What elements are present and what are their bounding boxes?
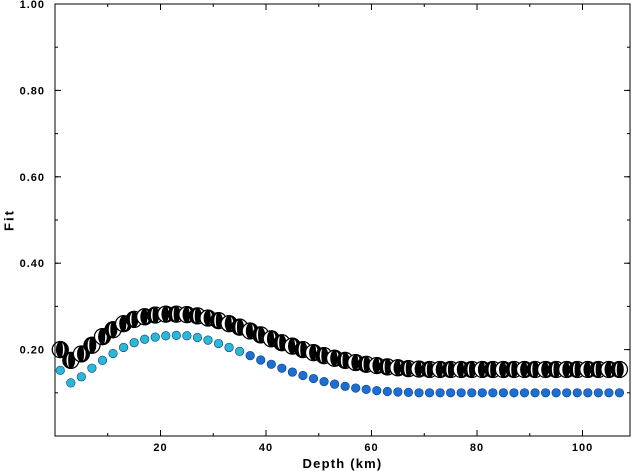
fit-dot <box>224 342 234 353</box>
x-axis-ticks: 20 40 60 80 100 <box>107 4 593 454</box>
fit-dot <box>87 363 97 373</box>
x-tick-label: 40 <box>259 442 273 454</box>
fit-dot <box>76 372 86 382</box>
focal-mechanism-marker <box>51 341 69 359</box>
fit-dot <box>108 348 118 359</box>
y-axis-ticks: 0.20 0.40 0.60 0.80 1.00 <box>20 0 630 437</box>
fit-dot <box>361 384 371 394</box>
plot-frame <box>54 3 631 437</box>
fit-dot <box>171 330 181 340</box>
fit-dot <box>287 367 297 377</box>
fit-dot <box>203 335 213 345</box>
fit-dot <box>583 388 593 398</box>
series-layer <box>51 305 629 398</box>
y-tick-label: 1.00 <box>20 0 45 11</box>
x-tick-label: 20 <box>153 442 167 454</box>
fit-dot <box>614 388 625 398</box>
fit-dot <box>393 387 403 397</box>
focal-mechanism-marker <box>610 360 629 379</box>
fit-dot <box>424 388 435 398</box>
fit-dot <box>477 388 487 398</box>
fit-dot <box>266 359 276 369</box>
fit-dot <box>604 388 614 398</box>
fit-dot <box>329 379 340 389</box>
fit-dot <box>245 351 255 361</box>
fit-dot <box>382 386 392 397</box>
fit-dot <box>340 381 350 391</box>
y-tick-label: 0.80 <box>20 85 45 97</box>
fit-dot <box>498 388 508 398</box>
fit-dot <box>256 355 266 365</box>
fit-dot <box>372 386 382 396</box>
fit-dot <box>118 342 129 353</box>
fit-dot <box>351 383 361 393</box>
fit-dot <box>66 378 76 388</box>
fit-dot <box>319 376 329 387</box>
y-tick-label: 0.20 <box>20 345 45 357</box>
focal-mechanism-marker <box>325 349 344 367</box>
fit-dot <box>298 370 308 381</box>
fit-dot <box>414 388 424 398</box>
fit-dot <box>456 388 466 398</box>
y-tick-label: 0.40 <box>20 258 45 270</box>
y-tick-label: 0.60 <box>20 172 45 184</box>
fit-dot <box>55 365 65 375</box>
fit-dot <box>140 334 150 344</box>
fit-dot <box>403 387 414 397</box>
fit-dot <box>150 332 160 342</box>
fit-dot <box>530 388 540 398</box>
fit-dot <box>446 388 456 398</box>
fit-dot <box>551 388 561 398</box>
fit-dot <box>308 373 319 384</box>
x-tick-label: 80 <box>470 442 484 454</box>
fit-dot <box>235 346 245 356</box>
fit-dot <box>129 338 139 348</box>
fit-dot <box>192 332 203 343</box>
fit-dot <box>488 388 498 398</box>
fit-dot <box>519 388 530 398</box>
fit-dot <box>277 363 287 373</box>
fit-dot <box>593 388 603 398</box>
fit-dot <box>182 331 192 341</box>
fit-dot <box>97 355 108 366</box>
fit-dot <box>540 388 551 398</box>
fit-dot <box>213 338 224 349</box>
fit-dot <box>467 388 477 398</box>
fit-dot <box>572 388 582 398</box>
y-axis-label: Fit <box>1 209 16 231</box>
fit-dot <box>562 388 572 398</box>
fit-dot <box>161 331 171 341</box>
fit-dot <box>509 388 519 398</box>
x-axis-label: Depth (km) <box>303 456 383 471</box>
x-tick-label: 60 <box>364 442 378 454</box>
fit-dot <box>435 388 445 398</box>
x-tick-label: 100 <box>572 442 593 454</box>
